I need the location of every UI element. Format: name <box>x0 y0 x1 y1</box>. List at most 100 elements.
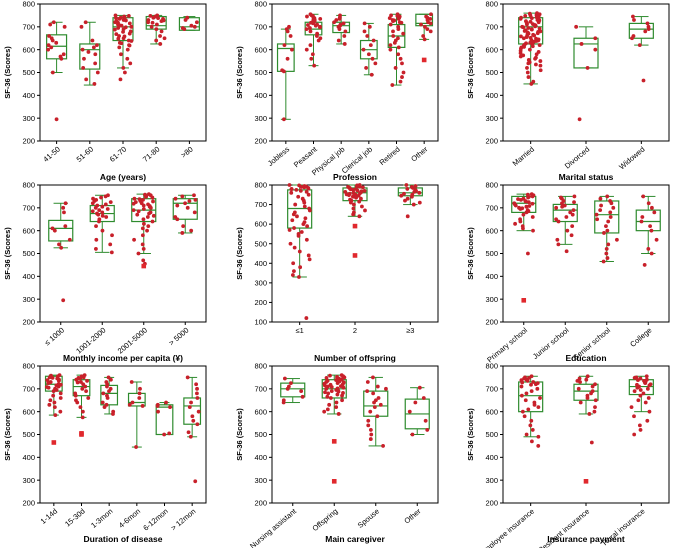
x-tick-label: 41-50 <box>41 145 61 164</box>
data-point <box>556 242 561 247</box>
data-point <box>423 24 427 29</box>
data-point <box>422 37 427 42</box>
plot-frame <box>39 184 207 323</box>
data-point <box>328 396 333 400</box>
data-point <box>403 198 407 203</box>
data-point <box>378 402 383 407</box>
data-point <box>368 409 373 414</box>
data-point <box>116 36 121 41</box>
box-3 <box>131 192 157 269</box>
y-tick-label: 700 <box>485 22 498 31</box>
data-point <box>295 214 299 219</box>
box-3 <box>363 375 389 448</box>
y-tick-label: 700 <box>254 22 267 31</box>
data-point <box>102 405 107 409</box>
data-point <box>141 203 146 208</box>
data-point <box>83 20 88 25</box>
data-point <box>534 52 539 57</box>
y-axis-label: SF-36 (Scores) <box>466 227 475 280</box>
box-rect <box>511 195 537 214</box>
box-6 <box>183 375 202 484</box>
data-point <box>524 20 529 25</box>
data-point <box>334 378 338 383</box>
data-point <box>351 212 356 217</box>
x-axis-label: Education <box>565 353 606 363</box>
data-point <box>127 21 132 26</box>
y-tick-label: 800 <box>485 181 498 190</box>
data-point <box>180 194 185 199</box>
x-tick-label: 1-14d <box>39 507 59 526</box>
data-point <box>82 56 86 61</box>
data-point <box>122 34 127 39</box>
outlier-point <box>331 479 337 484</box>
data-point <box>86 396 91 400</box>
data-point <box>146 224 151 229</box>
data-point <box>365 34 370 38</box>
data-point <box>388 22 393 27</box>
y-tick-label: 200 <box>22 499 35 508</box>
box-3 <box>332 13 351 46</box>
data-point <box>127 31 132 36</box>
data-point <box>645 418 650 423</box>
data-point <box>287 228 292 232</box>
y-axis-label: SF-36 (Scores) <box>3 46 12 99</box>
data-point <box>400 61 404 66</box>
data-point <box>329 389 334 394</box>
data-point <box>646 27 651 32</box>
box-rect <box>178 17 200 31</box>
data-point <box>527 375 531 380</box>
x-tick-label: Other <box>409 144 430 163</box>
data-point <box>646 247 651 251</box>
y-tick-label: 600 <box>254 220 267 229</box>
data-point <box>94 247 98 251</box>
data-point <box>335 375 339 379</box>
data-point <box>148 13 153 18</box>
y-tick-label: 800 <box>22 0 35 9</box>
x-tick-label: ≤ 1000 <box>43 326 66 348</box>
data-point <box>322 409 327 414</box>
data-point <box>631 14 635 19</box>
y-axis-label: SF-36 (Scores) <box>466 46 475 99</box>
box-2 <box>573 374 599 484</box>
data-point <box>592 409 597 414</box>
data-point <box>522 45 526 49</box>
y-tick-label: 400 <box>22 91 35 100</box>
data-point <box>336 412 341 416</box>
data-point <box>405 214 410 219</box>
data-point <box>520 393 524 398</box>
data-point <box>410 432 415 437</box>
data-point <box>154 38 159 43</box>
data-point <box>524 210 529 215</box>
y-tick-label: 800 <box>485 0 498 9</box>
data-point <box>50 375 55 380</box>
data-point <box>354 195 358 200</box>
chart-panel-5: 100 200 300 400 500 600 700 800 SF-36 (Scores) ≤1… <box>235 181 439 363</box>
box-2 <box>304 12 323 68</box>
data-point <box>48 398 53 403</box>
data-point <box>524 204 529 209</box>
y-tick-label: 200 <box>254 137 267 146</box>
data-point <box>289 381 293 386</box>
box-1 <box>44 373 63 445</box>
data-point <box>324 386 329 391</box>
data-point <box>347 193 351 198</box>
data-point <box>164 400 168 405</box>
box-3 <box>397 183 423 219</box>
y-axis-label: SF-36 (Scores) <box>235 227 244 280</box>
data-point <box>105 207 110 211</box>
data-point <box>192 24 197 29</box>
data-point <box>534 62 538 67</box>
data-point <box>336 389 341 394</box>
box-2 <box>72 373 91 437</box>
data-point <box>638 428 643 432</box>
data-point <box>521 36 526 41</box>
data-point <box>605 228 610 233</box>
data-point <box>355 188 360 193</box>
data-point <box>285 386 290 391</box>
data-point <box>49 45 54 50</box>
chart-panel-2: 200 300 400 500 600 700 800 SF-36 (Scores) Joble… <box>235 0 439 182</box>
y-tick-label: 500 <box>485 430 498 439</box>
data-point <box>304 47 309 52</box>
data-point <box>369 432 374 437</box>
data-point <box>381 444 385 448</box>
